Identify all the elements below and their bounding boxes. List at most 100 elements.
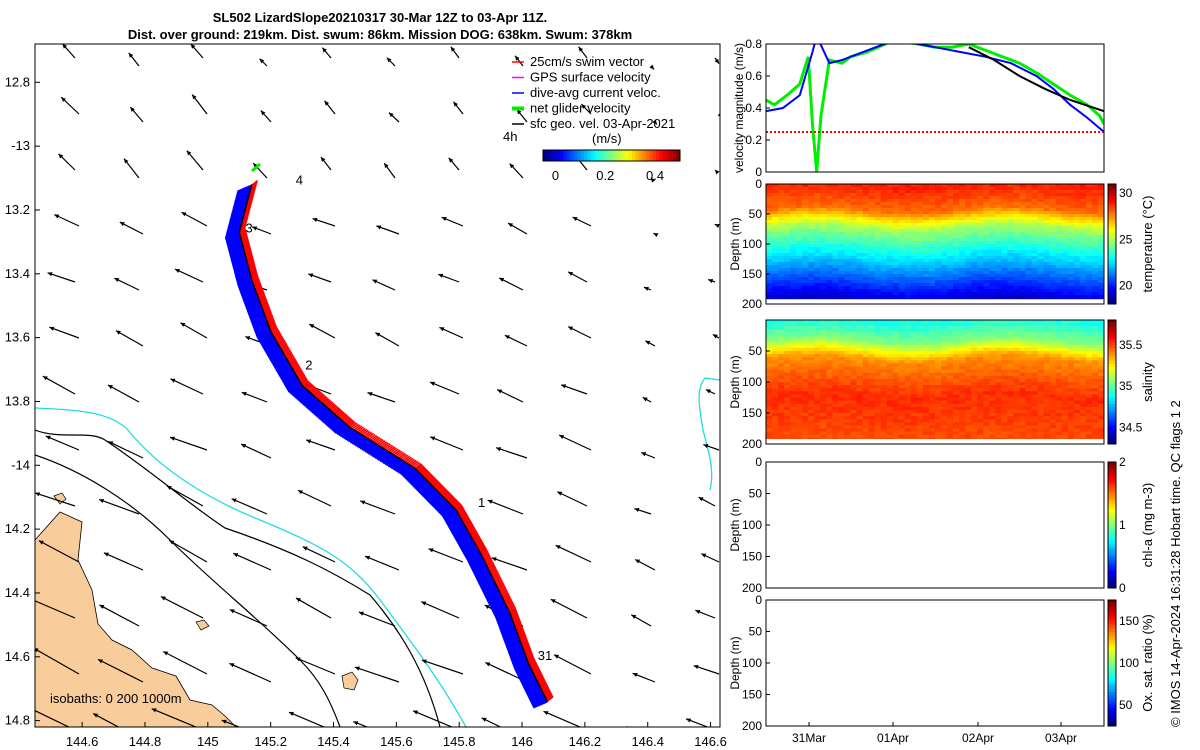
heatmap-cell: [886, 375, 894, 380]
heatmap-cell: [1049, 211, 1057, 215]
heatmap-cell: [965, 397, 972, 402]
swim-vector: [492, 573, 500, 580]
heatmap-cell: [802, 223, 809, 227]
current-vector: [232, 261, 248, 270]
current-vector: [230, 254, 246, 263]
current-vector: [246, 303, 262, 312]
heatmap-cell: [1019, 265, 1027, 269]
heatmap-cell: [941, 190, 948, 194]
heatmap-cell: [850, 351, 858, 355]
heatmap-cell: [838, 422, 846, 426]
heatmap-cell: [886, 406, 894, 411]
heatmap-cell: [947, 220, 954, 224]
heatmap-cell: [941, 262, 948, 266]
heatmap-cell: [898, 208, 906, 212]
swim-vector: [274, 332, 282, 339]
heatmap-cell: [808, 265, 815, 269]
heatmap-cell: [1085, 229, 1093, 233]
heatmap-cell: [922, 199, 930, 203]
current-vector: [415, 481, 430, 491]
heatmap-cell: [989, 280, 996, 284]
heatmap-cell: [874, 247, 882, 251]
swim-vector: [314, 391, 322, 398]
heatmap-cell: [826, 366, 833, 371]
current-vector: [499, 623, 515, 632]
heatmap-cell: [995, 232, 1002, 236]
heatmap-cell: [953, 184, 960, 188]
temperature-colorbar-cell: [1108, 271, 1116, 275]
heatmap-cell: [844, 199, 852, 203]
heatmap-cell: [947, 338, 954, 343]
heatmap-cell: [778, 259, 785, 263]
heatmap-cell: [820, 347, 827, 352]
heatmap-cell: [796, 400, 803, 405]
heatmap-cell: [947, 335, 954, 340]
heatmap-cell: [856, 211, 864, 215]
heatmap-cell: [904, 413, 912, 417]
current-vector: [454, 532, 470, 541]
heatmap-cell: [1019, 202, 1027, 206]
heatmap-cell: [959, 375, 966, 380]
swim-vector: [318, 394, 326, 401]
heatmap-cell: [959, 369, 966, 374]
heatmap-cell: [904, 259, 912, 263]
heatmap-cell: [947, 413, 954, 417]
speed-colorbar-cell: [560, 150, 565, 161]
heatmap-cell: [766, 323, 773, 327]
heatmap-cell: [874, 292, 882, 296]
heatmap-cell: [850, 323, 858, 327]
heatmap-cell: [892, 199, 900, 203]
speed-colorbar-cell: [608, 150, 612, 161]
geo-arrow-head: [163, 651, 169, 656]
heatmap-cell: [772, 397, 779, 402]
heatmap-cell: [935, 406, 942, 411]
heatmap-cell: [898, 428, 906, 433]
heatmap-cell: [892, 344, 900, 349]
heatmap-cell: [880, 286, 888, 290]
current-vector: [321, 414, 337, 423]
heatmap-cell: [880, 262, 888, 266]
heatmap-cell: [1007, 268, 1015, 272]
heatmap-cell: [1001, 199, 1009, 203]
heatmap-cell: [1097, 208, 1104, 212]
swim-vector: [509, 609, 517, 616]
heatmap-cell: [1007, 241, 1015, 245]
geo-arrow: [358, 611, 396, 627]
heatmap-cell: [766, 344, 773, 349]
heatmap-cell: [802, 265, 809, 269]
current-vector: [281, 373, 297, 382]
heatmap-cell: [796, 378, 803, 383]
geo-arrow-head: [561, 384, 567, 389]
geo-arrow-head: [38, 540, 44, 545]
heatmap-cell: [1001, 208, 1009, 212]
heatmap-cell: [916, 229, 924, 233]
heatmap-cell: [1049, 214, 1057, 218]
geo-arrow: [98, 498, 140, 515]
heatmap-cell: [916, 409, 924, 414]
heatmap-cell: [922, 406, 930, 411]
heatmap-cell: [977, 247, 984, 251]
heatmap-cell: [778, 369, 785, 374]
speed-colorbar-tick: 0.4: [646, 168, 664, 183]
heatmap-cell: [1055, 187, 1063, 191]
heatmap-cell: [1049, 220, 1057, 224]
current-vector: [235, 270, 251, 279]
heatmap-cell: [965, 406, 972, 411]
current-vector: [226, 237, 242, 246]
heatmap-cell: [1019, 229, 1027, 233]
current-vector: [254, 325, 270, 334]
heatmap-cell: [892, 259, 900, 263]
swim-vector: [536, 674, 544, 682]
heatmap-cell: [1007, 274, 1015, 278]
heatmap-cell: [814, 354, 821, 358]
heatmap-cell: [874, 422, 882, 426]
heatmap-cell: [941, 202, 948, 206]
heatmap-cell: [844, 211, 852, 215]
swim-vector: [249, 267, 257, 274]
heatmap-cell: [1037, 214, 1045, 218]
heatmap-cell: [916, 422, 924, 426]
heatmap-cell: [910, 403, 918, 408]
map-y-tick-label: 13.6: [5, 330, 30, 345]
heatmap-cell: [928, 363, 936, 368]
heatmap-cell: [778, 199, 785, 203]
